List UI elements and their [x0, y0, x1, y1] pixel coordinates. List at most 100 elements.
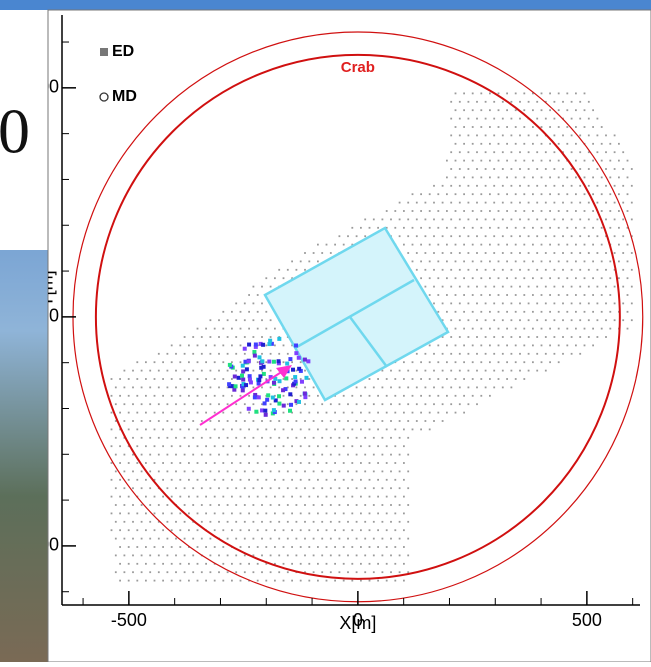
ed-detector [506, 311, 508, 313]
ed-detector [111, 529, 113, 531]
ed-detector [373, 521, 375, 523]
ed-detector [446, 160, 448, 162]
ed-detector [270, 420, 272, 422]
ed-detector [420, 261, 422, 263]
ed-detector [588, 235, 590, 237]
hit [272, 408, 276, 412]
ed-detector [566, 328, 568, 330]
ed-detector [227, 403, 229, 405]
hit [247, 407, 251, 411]
ed-detector [597, 235, 599, 237]
ed-detector [476, 319, 478, 321]
ed-detector [141, 521, 143, 523]
ed-detector [631, 185, 633, 187]
ed-detector [566, 126, 568, 128]
ed-detector [472, 210, 474, 212]
ed-detector [468, 286, 470, 288]
ed-detector [377, 445, 379, 447]
ed-detector [291, 546, 293, 548]
ed-detector [162, 462, 164, 464]
ed-detector [455, 210, 457, 212]
ed-detector [382, 437, 384, 439]
ed-detector [347, 555, 349, 557]
ed-detector [468, 353, 470, 355]
ed-detector [184, 370, 186, 372]
ed-detector [493, 252, 495, 254]
ed-detector [425, 370, 427, 372]
ed-detector [145, 513, 147, 515]
ed-detector [360, 227, 362, 229]
ed-detector [356, 437, 358, 439]
ed-detector [403, 412, 405, 414]
ed-detector [614, 135, 616, 137]
ed-detector [343, 429, 345, 431]
ed-detector [197, 412, 199, 414]
ed-detector [291, 496, 293, 498]
ed-detector [227, 437, 229, 439]
ed-detector [162, 412, 164, 414]
ed-detector [218, 571, 220, 573]
ed-detector [369, 395, 371, 397]
ed-detector [476, 235, 478, 237]
hit [277, 359, 281, 363]
ed-detector [128, 580, 130, 582]
ed-detector [515, 177, 517, 179]
ed-detector [455, 126, 457, 128]
ed-detector [532, 227, 534, 229]
ed-detector [283, 395, 285, 397]
ed-detector [257, 496, 259, 498]
ed-detector [244, 571, 246, 573]
ed-detector [627, 294, 629, 296]
ed-detector [313, 521, 315, 523]
ed-detector [343, 546, 345, 548]
ed-detector [171, 378, 173, 380]
ed-detector [326, 546, 328, 548]
ed-detector [360, 429, 362, 431]
ed-detector [343, 412, 345, 414]
ed-detector [171, 529, 173, 531]
ed-detector [498, 227, 500, 229]
ed-detector [399, 521, 401, 523]
ed-detector [240, 395, 242, 397]
ed-detector [257, 445, 259, 447]
ed-detector [192, 538, 194, 540]
ed-detector [403, 529, 405, 531]
ed-detector [115, 387, 117, 389]
ed-detector [584, 193, 586, 195]
ed-detector [455, 294, 457, 296]
ed-detector [394, 395, 396, 397]
ed-detector [330, 555, 332, 557]
annotation: Crab [341, 59, 375, 76]
ed-detector [528, 219, 530, 221]
ed-detector [541, 143, 543, 145]
ed-detector [528, 101, 530, 103]
ed-detector [115, 521, 117, 523]
ed-detector [283, 496, 285, 498]
ed-detector [270, 538, 272, 540]
ed-detector [132, 571, 134, 573]
ed-detector [429, 244, 431, 246]
screenshot: 0 Crab-5000500-5000500X[m]Y[m]EDMD [0, 0, 651, 662]
ed-detector [235, 538, 237, 540]
ed-detector [468, 252, 470, 254]
ed-detector [566, 177, 568, 179]
ed-detector [455, 244, 457, 246]
ed-detector [313, 571, 315, 573]
ed-detector [351, 580, 353, 582]
ed-detector [132, 487, 134, 489]
ed-detector [265, 496, 267, 498]
ed-detector [425, 353, 427, 355]
ed-detector [437, 345, 439, 347]
ed-detector [210, 538, 212, 540]
ed-detector [128, 462, 130, 464]
ed-detector [541, 261, 543, 263]
ed-detector [300, 479, 302, 481]
ed-detector [489, 160, 491, 162]
ed-detector [545, 336, 547, 338]
ed-detector [468, 370, 470, 372]
ed-detector [261, 303, 263, 305]
ed-detector [498, 244, 500, 246]
ed-detector [399, 555, 401, 557]
ed-detector [300, 429, 302, 431]
ed-detector [179, 496, 181, 498]
